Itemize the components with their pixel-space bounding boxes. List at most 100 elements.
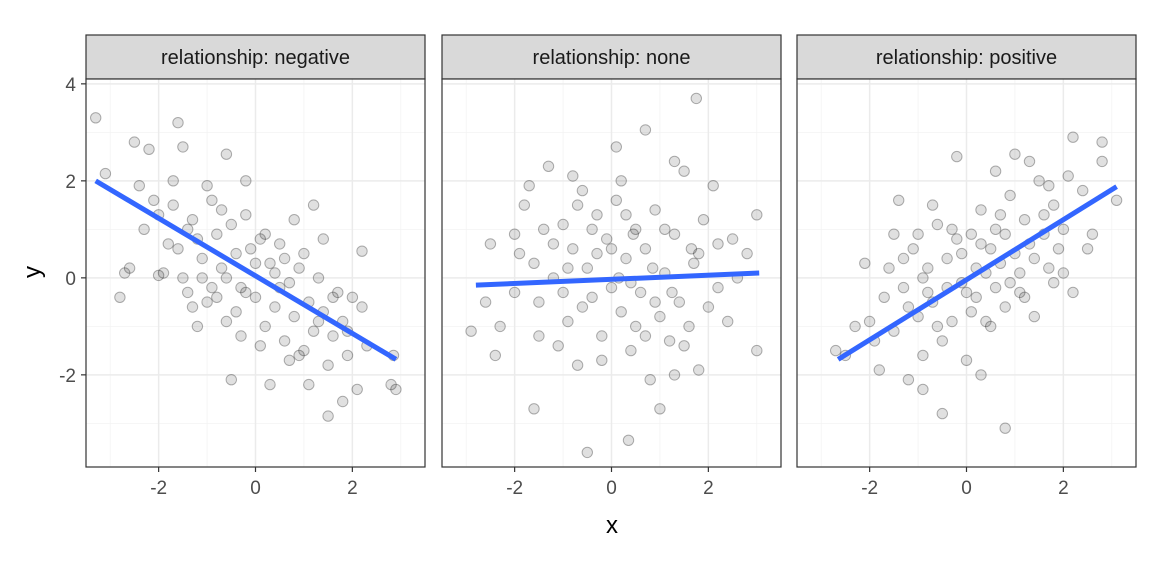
data-point bbox=[883, 262, 895, 274]
data-point bbox=[303, 378, 315, 391]
data-point bbox=[128, 136, 141, 148]
data-point bbox=[980, 315, 992, 328]
data-point bbox=[523, 180, 535, 192]
data-point bbox=[327, 291, 339, 303]
data-point bbox=[322, 359, 334, 371]
data-point bbox=[931, 320, 944, 333]
data-point bbox=[274, 238, 286, 250]
data-point bbox=[659, 223, 671, 236]
x-tick-label: 2 bbox=[347, 478, 358, 499]
data-point bbox=[666, 286, 678, 299]
data-point bbox=[647, 262, 659, 274]
data-point bbox=[489, 349, 501, 362]
data-point bbox=[668, 155, 681, 168]
data-point bbox=[162, 238, 175, 250]
data-point bbox=[269, 301, 281, 313]
data-point bbox=[926, 199, 939, 211]
data-point bbox=[956, 247, 968, 260]
data-point bbox=[1014, 286, 1026, 299]
data-point bbox=[849, 320, 861, 333]
facet-panel: relationship: positive -2 0 2 bbox=[796, 34, 1137, 499]
data-point bbox=[337, 395, 349, 408]
data-point bbox=[201, 296, 213, 308]
data-point bbox=[312, 272, 325, 284]
data-point bbox=[965, 306, 977, 318]
data-point bbox=[293, 349, 305, 362]
facet-panel: relationship: negative -2 0 2 -2 0 2 4 bbox=[59, 34, 426, 499]
data-point bbox=[685, 243, 698, 255]
data-point bbox=[610, 194, 622, 207]
data-point bbox=[830, 344, 842, 357]
x-tick-label: 0 bbox=[250, 478, 261, 499]
data-point bbox=[936, 407, 948, 420]
data-point bbox=[601, 233, 613, 245]
data-point bbox=[240, 175, 252, 187]
data-point bbox=[307, 199, 320, 211]
data-point bbox=[897, 252, 910, 265]
data-point bbox=[897, 281, 910, 294]
data-point bbox=[1096, 155, 1108, 168]
facet-panels: relationship: negative-2 0 2-2024relations… bbox=[59, 34, 1137, 499]
data-point bbox=[922, 262, 934, 274]
data-point bbox=[1038, 209, 1050, 221]
data-point bbox=[620, 209, 632, 221]
data-point bbox=[240, 209, 252, 221]
data-point bbox=[1014, 267, 1026, 279]
data-point bbox=[220, 272, 233, 284]
data-point bbox=[557, 286, 569, 299]
data-point bbox=[484, 238, 497, 250]
data-point bbox=[873, 364, 885, 376]
x-tick-label: -2 bbox=[150, 478, 167, 499]
data-point bbox=[581, 446, 593, 459]
y-axis-title: y bbox=[19, 266, 46, 278]
data-point bbox=[562, 262, 574, 274]
data-point bbox=[615, 175, 627, 187]
data-point bbox=[917, 383, 929, 396]
data-point bbox=[1062, 170, 1074, 182]
data-point bbox=[157, 267, 170, 279]
data-point bbox=[298, 247, 310, 260]
data-point bbox=[693, 364, 705, 376]
data-point bbox=[1096, 136, 1108, 148]
data-point bbox=[264, 257, 276, 269]
data-point bbox=[211, 291, 223, 303]
data-point bbox=[245, 243, 257, 255]
data-point bbox=[283, 277, 296, 289]
data-point bbox=[707, 180, 719, 192]
data-point bbox=[1077, 184, 1089, 197]
data-point bbox=[946, 315, 958, 328]
data-point bbox=[1004, 189, 1016, 202]
data-point bbox=[683, 320, 695, 333]
data-point bbox=[668, 228, 681, 240]
data-point bbox=[1043, 262, 1055, 274]
x-tick-label: 2 bbox=[703, 478, 714, 499]
data-point bbox=[186, 301, 199, 313]
data-point bbox=[143, 143, 155, 156]
data-point bbox=[1052, 243, 1065, 255]
data-point bbox=[385, 378, 397, 391]
data-point bbox=[581, 262, 593, 274]
data-point bbox=[951, 150, 963, 163]
data-point bbox=[307, 325, 320, 337]
data-point bbox=[1028, 310, 1041, 323]
data-point bbox=[859, 257, 871, 269]
data-point bbox=[177, 272, 189, 284]
data-point bbox=[999, 228, 1011, 240]
data-point bbox=[288, 214, 300, 226]
data-point bbox=[1057, 223, 1070, 236]
x-tick-label: 0 bbox=[961, 478, 972, 499]
data-point bbox=[907, 243, 919, 255]
data-point bbox=[533, 330, 545, 342]
data-point bbox=[479, 296, 492, 308]
data-point bbox=[951, 233, 963, 245]
data-point bbox=[970, 291, 982, 303]
data-point bbox=[596, 330, 608, 342]
data-point bbox=[649, 296, 661, 308]
data-point bbox=[1067, 131, 1079, 143]
x-axis-title: x bbox=[606, 512, 618, 539]
data-point bbox=[356, 301, 368, 313]
data-point bbox=[693, 247, 705, 260]
data-point bbox=[605, 243, 618, 255]
data-point bbox=[644, 374, 656, 386]
data-point bbox=[999, 422, 1011, 434]
